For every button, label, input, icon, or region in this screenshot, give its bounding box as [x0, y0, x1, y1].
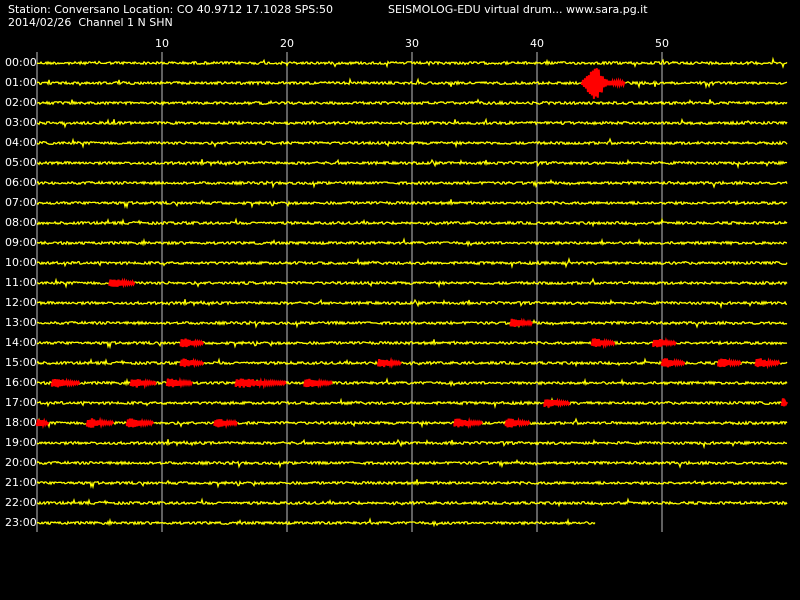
x-tick-label: 10 — [155, 37, 169, 50]
event-19 — [85, 416, 115, 429]
event-18 — [35, 417, 50, 430]
trace-hour-5 — [36, 158, 788, 170]
hour-label: 05:00 — [5, 156, 37, 169]
hour-label: 07:00 — [5, 196, 37, 209]
hour-label: 18:00 — [5, 416, 37, 429]
trace-hour-13 — [36, 318, 788, 329]
event-17 — [780, 398, 788, 407]
trace-hour-22 — [36, 497, 788, 508]
trace-hour-19 — [36, 438, 788, 450]
x-tick-label: 20 — [280, 37, 294, 50]
hour-label: 19:00 — [5, 436, 37, 449]
trace-hour-7 — [36, 199, 788, 210]
event-9 — [717, 357, 742, 368]
x-tick-label: 30 — [405, 37, 419, 50]
event-15 — [303, 377, 333, 389]
event-21 — [213, 418, 239, 430]
hour-label: 16:00 — [5, 376, 37, 389]
hour-label: 15:00 — [5, 356, 37, 369]
trace-hour-12 — [36, 298, 788, 310]
app-title: SEISMOLOG-EDU virtual drum... www.sara.p… — [388, 3, 648, 16]
trace-hour-8 — [36, 217, 788, 228]
hour-label: 11:00 — [5, 276, 37, 289]
event-13 — [165, 376, 194, 389]
event-23 — [504, 417, 531, 428]
hour-label: 12:00 — [5, 296, 37, 309]
hour-label: 00:00 — [5, 56, 37, 69]
trace-hour-3 — [36, 117, 788, 129]
hour-label: 09:00 — [5, 236, 37, 249]
x-tick-label: 40 — [530, 37, 544, 50]
hour-label: 08:00 — [5, 216, 37, 229]
hour-label: 20:00 — [5, 456, 37, 469]
event-8 — [660, 357, 686, 368]
trace-hour-6 — [36, 178, 788, 189]
event-6 — [179, 357, 205, 369]
event-1 — [108, 277, 136, 289]
hour-label: 04:00 — [5, 136, 37, 149]
trace-hour-23 — [36, 517, 596, 528]
trace-hour-16 — [36, 377, 788, 388]
event-5 — [652, 337, 677, 348]
event-20 — [125, 417, 155, 429]
hour-label: 13:00 — [5, 316, 37, 329]
trace-hour-20 — [36, 458, 788, 469]
event-14 — [234, 377, 287, 390]
trace-hour-17 — [36, 396, 788, 409]
event-4 — [590, 337, 616, 350]
trace-hour-1 — [36, 77, 788, 90]
hour-label: 01:00 — [5, 76, 37, 89]
trace-hour-10 — [36, 256, 788, 269]
trace-hour-4 — [36, 137, 788, 149]
event-22 — [453, 417, 483, 430]
event-7 — [377, 356, 402, 369]
trace-hour-9 — [36, 237, 787, 248]
hour-label: 06:00 — [5, 176, 37, 189]
hour-label: 14:00 — [5, 336, 37, 349]
hour-label: 10:00 — [5, 256, 37, 269]
hour-label: 22:00 — [5, 496, 37, 509]
date-channel-info: 2014/02/26 Channel 1 N SHN — [8, 16, 173, 29]
event-16 — [543, 397, 571, 408]
hour-label: 23:00 — [5, 516, 37, 529]
event-2 — [509, 317, 534, 328]
event-10 — [754, 357, 781, 370]
trace-hour-21 — [36, 479, 788, 490]
trace-hour-18 — [36, 417, 788, 429]
event-11 — [50, 377, 81, 388]
event-3 — [179, 338, 205, 348]
hour-label: 17:00 — [5, 396, 37, 409]
x-tick-label: 50 — [655, 37, 669, 50]
station-info: Station: Conversano Location: CO 40.9712… — [8, 3, 333, 16]
trace-hour-2 — [36, 98, 788, 106]
event-12 — [129, 378, 157, 390]
trace-hour-11 — [36, 277, 788, 289]
hour-label: 03:00 — [5, 116, 37, 129]
trace-hour-0 — [36, 56, 788, 69]
hour-label: 21:00 — [5, 476, 37, 489]
event-0 — [581, 68, 626, 99]
hour-label: 02:00 — [5, 96, 37, 109]
